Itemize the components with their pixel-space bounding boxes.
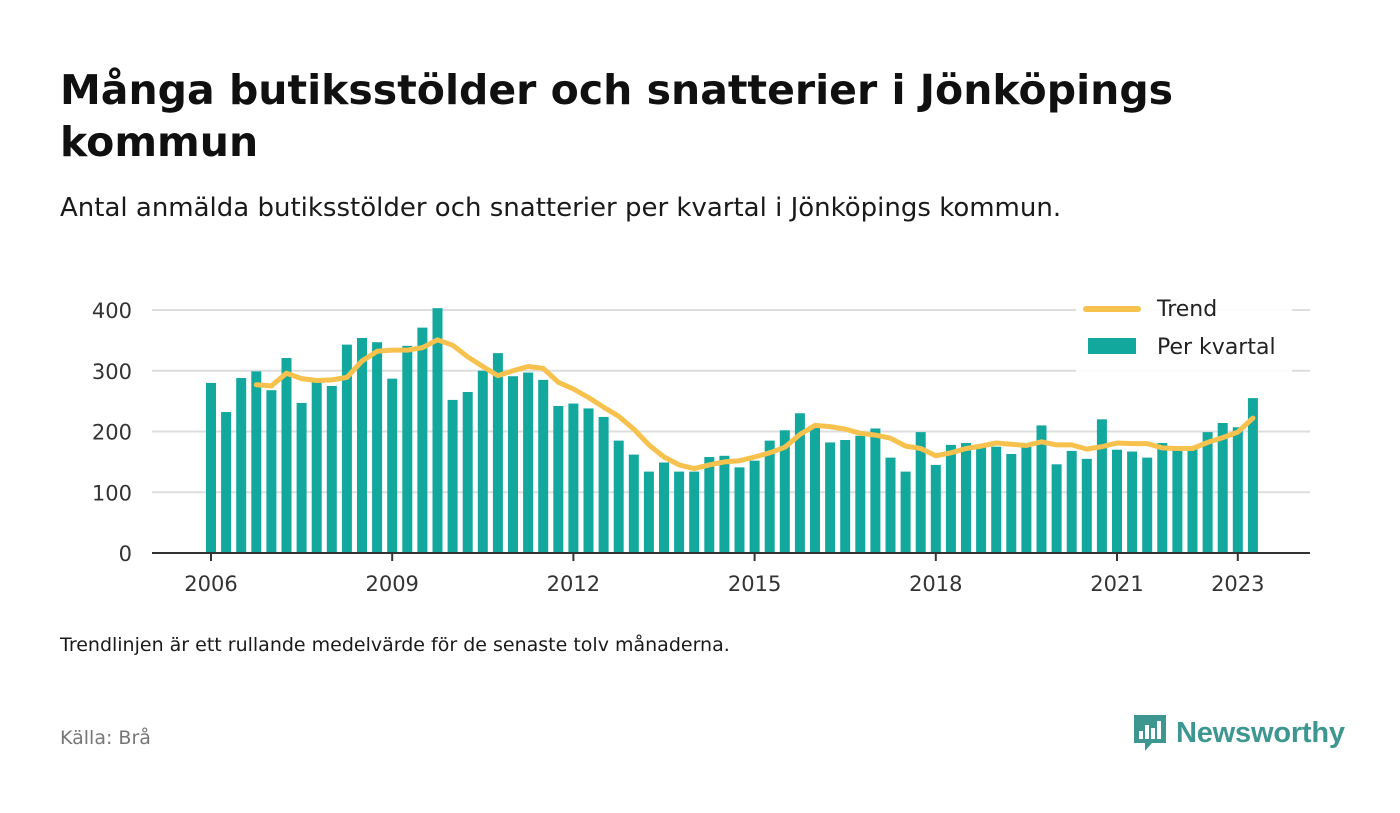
bar-q21 bbox=[508, 376, 518, 553]
bar-q64 bbox=[1157, 443, 1168, 553]
bar-q35 bbox=[719, 455, 730, 553]
bar-q50 bbox=[945, 444, 956, 553]
bar-q42 bbox=[825, 442, 836, 553]
bar-q51 bbox=[961, 443, 971, 553]
bar-q27 bbox=[598, 416, 609, 553]
legend-background bbox=[1076, 292, 1292, 372]
bar-q59 bbox=[1081, 458, 1092, 553]
bar-q58 bbox=[1066, 450, 1077, 553]
bar-q24 bbox=[553, 405, 564, 553]
source-label: Källa: Brå bbox=[60, 727, 151, 749]
bar-q66 bbox=[1187, 447, 1198, 553]
bar-q56 bbox=[1036, 425, 1047, 553]
bar-q5 bbox=[266, 390, 277, 553]
x-tick-label: 2009 bbox=[365, 572, 418, 596]
bar-q30 bbox=[643, 471, 654, 553]
bar-q34 bbox=[704, 457, 715, 553]
bar-q55 bbox=[1021, 443, 1032, 553]
bar-q7 bbox=[296, 402, 307, 553]
bar-q29 bbox=[628, 454, 639, 553]
bar-q4 bbox=[251, 371, 262, 553]
x-tick-label: 2015 bbox=[728, 572, 781, 596]
bar-q39 bbox=[779, 430, 790, 553]
bar-q37 bbox=[749, 460, 760, 553]
chart-subtitle: Antal anmälda butiksstölder och snatteri… bbox=[60, 193, 1062, 223]
trend-line-layer bbox=[253, 337, 1256, 472]
bar-q31 bbox=[659, 462, 669, 553]
newsworthy-logo-text: Newsworthy bbox=[1176, 716, 1345, 749]
bar-q52 bbox=[976, 444, 987, 553]
bar-q46 bbox=[885, 457, 896, 553]
legend: Trend Per kvartal bbox=[1076, 292, 1292, 372]
bar-q70 bbox=[1247, 398, 1258, 553]
bar-q63 bbox=[1142, 457, 1153, 553]
bar-q62 bbox=[1127, 451, 1138, 553]
bars-per-kvartal bbox=[206, 308, 1258, 553]
bar-q68 bbox=[1217, 422, 1228, 553]
bar-q49 bbox=[930, 464, 941, 553]
bar-q61 bbox=[1112, 449, 1122, 553]
legend-trend-label: Trend bbox=[1156, 297, 1217, 322]
bar-q32 bbox=[674, 471, 685, 553]
bar-q48 bbox=[915, 432, 926, 553]
bar-q15 bbox=[417, 327, 428, 553]
bar-q53 bbox=[991, 446, 1002, 553]
bar-q38 bbox=[764, 440, 775, 553]
bar-q10 bbox=[341, 344, 352, 553]
bar-q18 bbox=[462, 392, 473, 553]
bar-q33 bbox=[689, 471, 700, 553]
bar-q1 bbox=[206, 382, 216, 553]
newsworthy-logo-icon bbox=[1134, 715, 1166, 751]
bar-q65 bbox=[1172, 446, 1183, 553]
bar-q17 bbox=[447, 399, 458, 553]
bar-q2 bbox=[221, 412, 232, 553]
bar-q44 bbox=[855, 435, 866, 553]
bar-q26 bbox=[583, 408, 594, 553]
legend-bar-swatch bbox=[1088, 338, 1136, 354]
bar-q3 bbox=[236, 378, 247, 553]
bar-q25 bbox=[568, 403, 579, 553]
bar-q6 bbox=[281, 357, 292, 553]
bar-q43 bbox=[840, 440, 851, 553]
bar-q22 bbox=[523, 372, 534, 553]
bar-q11 bbox=[357, 337, 367, 553]
bar-q54 bbox=[1006, 453, 1017, 553]
axes: 2006 2009 2012 2015 2018 2021 2023 bbox=[152, 552, 1310, 596]
bar-q45 bbox=[870, 428, 881, 553]
bar-q23 bbox=[538, 379, 549, 553]
trend-note: Trendlinjen är ett rullande medelvärde f… bbox=[60, 634, 730, 656]
y-tick-label: 200 bbox=[92, 421, 132, 445]
bar-q9 bbox=[326, 385, 337, 553]
y-tick-label: 0 bbox=[119, 542, 132, 566]
bar-q67 bbox=[1202, 432, 1213, 553]
bar-q40 bbox=[794, 413, 805, 553]
bar-q19 bbox=[477, 370, 488, 553]
bar-q60 bbox=[1096, 419, 1107, 553]
bar-q14 bbox=[402, 345, 413, 553]
trend-line bbox=[253, 337, 1256, 472]
bar-q13 bbox=[387, 378, 398, 553]
bar-q57 bbox=[1051, 464, 1062, 553]
bar-q20 bbox=[492, 353, 503, 553]
x-tick-label: 2023 bbox=[1211, 572, 1264, 596]
legend-bar-label: Per kvartal bbox=[1157, 335, 1276, 360]
bar-q16 bbox=[432, 308, 443, 553]
chart-title: Många butiksstölder och snatterier i Jön… bbox=[60, 66, 1174, 166]
y-tick-label: 300 bbox=[92, 360, 132, 384]
y-tick-label: 100 bbox=[92, 481, 132, 505]
x-tick-label: 2012 bbox=[547, 572, 600, 596]
y-tick-label: 400 bbox=[92, 299, 132, 323]
bar-q12 bbox=[372, 342, 383, 553]
x-tick-label: 2021 bbox=[1090, 572, 1143, 596]
bar-q28 bbox=[613, 440, 624, 553]
bar-q69 bbox=[1232, 427, 1243, 553]
x-tick-label: 2006 bbox=[184, 572, 237, 596]
bar-q8 bbox=[311, 381, 322, 553]
x-tick-label: 2018 bbox=[909, 572, 962, 596]
bar-q47 bbox=[900, 471, 911, 553]
newsworthy-logo[interactable]: Newsworthy bbox=[1132, 712, 1345, 754]
bar-q36 bbox=[734, 467, 745, 553]
bar-q41 bbox=[810, 427, 820, 553]
